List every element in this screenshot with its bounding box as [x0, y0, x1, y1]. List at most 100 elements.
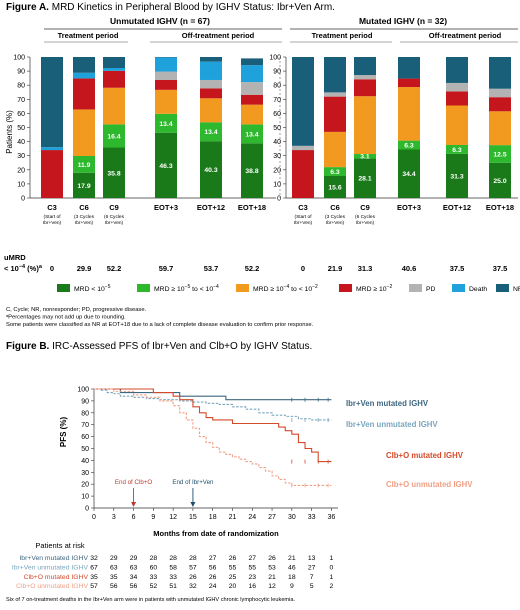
legend-label: PD	[426, 286, 436, 293]
x-tick-label: EOT+12	[443, 203, 471, 212]
curve-label: Ibr+Ven mutated IGHV	[346, 399, 429, 408]
annotation-arrowhead	[131, 502, 136, 507]
curve-label: Ibr+Ven unmutated IGHV	[346, 420, 438, 429]
risk-value: 25	[229, 574, 237, 581]
umrd-value: 53.7	[204, 264, 219, 273]
y-tick-label: 80	[81, 410, 89, 417]
x-tick-note: (6 Cycles	[355, 214, 376, 220]
x-tick-label: 3	[112, 514, 116, 521]
risk-value: 58	[169, 564, 177, 571]
y-tick-label: 50	[17, 125, 25, 132]
risk-value: 35	[110, 574, 118, 581]
bar-data-label: 13.4	[159, 121, 172, 128]
umrd-value: 0	[301, 264, 305, 273]
bar-segment	[41, 57, 63, 147]
panel-left-title: Unmutated IGHV (n = 67)	[110, 16, 210, 26]
bar-segment	[241, 65, 263, 82]
risk-value: 34	[130, 574, 138, 581]
x-tick-note: Ibr+Ven)	[43, 220, 62, 226]
legend-swatch	[236, 284, 249, 292]
x-tick-label: 15	[189, 514, 197, 521]
legend-swatch	[339, 284, 352, 292]
risk-row-label: Clb+O mutated IGHV	[24, 574, 89, 581]
bar-segment	[354, 75, 376, 79]
bar-segment	[292, 150, 314, 198]
legend-swatch	[409, 284, 422, 292]
curve-label: Clb+O mutated IGHV	[386, 451, 464, 460]
legend-swatch	[137, 284, 150, 292]
x-tick-note: (6 Cycles	[104, 214, 125, 220]
risk-value: 7	[310, 574, 314, 581]
y-tick-label: 20	[81, 482, 89, 489]
risk-value: 28	[150, 555, 158, 562]
umrd-value: 29.9	[77, 264, 92, 273]
x-tick-label: 9	[151, 514, 155, 521]
risk-value: 56	[110, 583, 118, 590]
risk-value: 16	[248, 583, 256, 590]
y-tick-label: 10	[273, 181, 281, 188]
bar-data-label: 13.4	[245, 131, 258, 138]
x-tick-label: EOT+3	[154, 203, 178, 212]
y-tick-label: 80	[17, 83, 25, 90]
x-tick-label: EOT+12	[197, 203, 225, 212]
y-tick-label: 60	[17, 111, 25, 118]
risk-value: 26	[189, 574, 197, 581]
umrd-value: 0	[50, 264, 54, 273]
y-tick-label: 30	[81, 470, 89, 477]
bar-segment	[324, 97, 346, 132]
bar-data-label: 12.5	[493, 151, 506, 158]
risk-value: 23	[248, 574, 256, 581]
risk-value: 33	[169, 574, 177, 581]
x-tick-label: 18	[209, 514, 217, 521]
bar-segment	[103, 88, 125, 125]
risk-value: 27	[248, 555, 256, 562]
footnote-line: ᵃPercentages may not add up due to round…	[6, 315, 126, 321]
y-tick-label: 40	[81, 458, 89, 465]
x-tick-label: 0	[92, 514, 96, 521]
bar-data-label: 38.8	[245, 168, 258, 175]
risk-value: 26	[209, 574, 217, 581]
bar-segment	[200, 57, 222, 62]
risk-value: 27	[308, 564, 316, 571]
bar-data-label: 25.0	[493, 178, 506, 185]
x-tick-label: C3	[47, 203, 57, 212]
risk-row-label: Ibr+Ven mutated IGHV	[19, 555, 88, 562]
bar-segment	[103, 71, 125, 88]
bar-segment	[200, 62, 222, 80]
footnote-b: Six of 7 on-treatment deaths in the Ibr+…	[6, 597, 295, 603]
legend-label: MRD ≥ 10−5 to < 10−4	[154, 284, 219, 293]
risk-value: 9	[290, 583, 294, 590]
risk-row-label: Ibr+Ven unmutated IGHV	[12, 564, 89, 571]
y-tick-label: 90	[273, 69, 281, 76]
y-tick-label: 10	[81, 494, 89, 501]
legend-label: MRD ≥ 10−2	[356, 284, 392, 293]
y-axis-label-b: PFS (%)	[59, 417, 68, 448]
curve-label: Clb+O unmutated IGHV	[386, 480, 473, 489]
bar-segment	[155, 72, 177, 80]
x-tick-label: 24	[248, 514, 256, 521]
km-series-line	[94, 389, 331, 420]
km-annotation: End of Ibr+Ven	[172, 479, 214, 486]
panel-right-title: Mutated IGHV (n = 32)	[359, 16, 447, 26]
x-tick-note: (Start of	[43, 214, 61, 220]
x-tick-note: (Start of	[294, 214, 312, 220]
risk-value: 28	[169, 555, 177, 562]
x-tick-label: 33	[308, 514, 316, 521]
umrd-label-2: < 10−4 (%)a	[4, 264, 43, 273]
umrd-value: 59.7	[159, 264, 174, 273]
umrd-value: 52.2	[107, 264, 122, 273]
bar-segment	[103, 68, 125, 71]
bar-segment	[398, 87, 420, 141]
risk-value: 32	[90, 555, 98, 562]
x-tick-label: C6	[330, 203, 340, 212]
footnotes-a: C, Cycle; NR, nonresponder; PD, progress…	[6, 307, 314, 328]
risk-value: 46	[288, 564, 296, 571]
km-series-line	[94, 389, 331, 400]
risk-value: 57	[90, 583, 98, 590]
bar-segment	[200, 88, 222, 98]
risk-value: 24	[209, 583, 217, 590]
km-annotation: End of Clb+O	[115, 479, 153, 486]
